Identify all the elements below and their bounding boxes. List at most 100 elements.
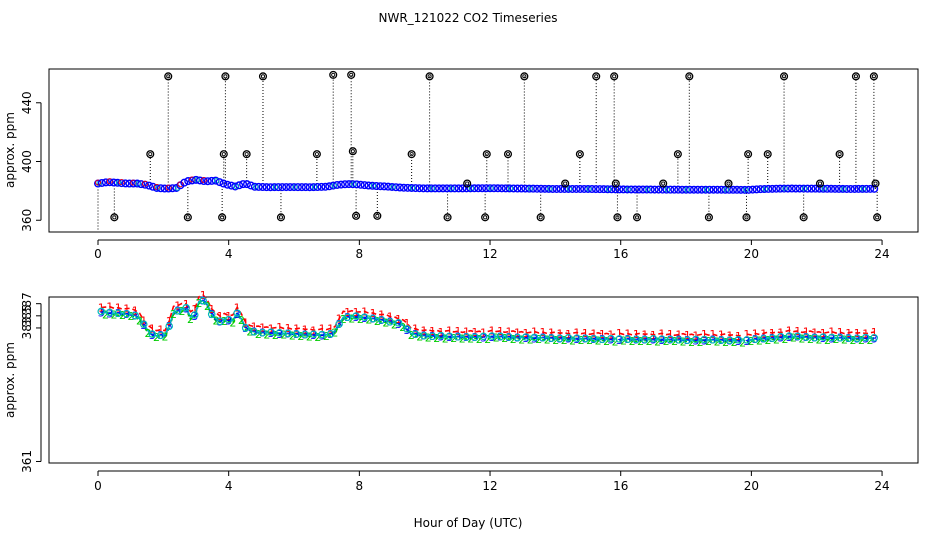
series-point-1: 1 [106, 301, 113, 314]
baseline-point [380, 182, 389, 191]
bottom-x-tick-label: 16 [613, 479, 628, 493]
baseline-point [713, 185, 722, 194]
series-point-1: 1 [828, 326, 835, 339]
series-point-1: 1 [871, 326, 878, 339]
series-point-2: 2 [374, 315, 381, 328]
series-point-2: 2 [629, 335, 636, 348]
series-point-o [760, 334, 768, 343]
series-point-3: 3 [446, 331, 453, 344]
series-point-o [165, 322, 174, 330]
baseline-point [729, 185, 738, 194]
series-point-2: 2 [654, 336, 661, 349]
series-point-1: 1 [803, 326, 810, 339]
baseline-point [376, 182, 385, 191]
series-point-2: 2 [280, 329, 287, 342]
series-point-1: 1 [794, 325, 801, 338]
spike-point [685, 72, 694, 81]
series-point-o [394, 319, 403, 327]
spike-point [329, 70, 338, 79]
spike-point-inner [875, 215, 880, 220]
series-point-2: 2 [127, 310, 134, 323]
series-point-o [547, 334, 556, 342]
series-point-2: 2 [204, 300, 211, 313]
series-point-2: 2 [102, 309, 109, 322]
spike-point [312, 150, 321, 159]
series-point-o [700, 335, 709, 344]
series-point-o [233, 309, 241, 317]
series-point-3: 3 [412, 328, 419, 341]
series-point-o [182, 304, 191, 312]
baseline-point [870, 184, 879, 193]
series-point-o [156, 331, 165, 340]
baseline-point [109, 178, 118, 187]
baseline-point [560, 184, 569, 193]
spike-point-inner [220, 215, 225, 220]
series-point-3: 3 [251, 326, 258, 339]
spike-point-inner [871, 74, 876, 79]
series-point-3: 3 [480, 331, 487, 344]
spike-point [258, 72, 268, 81]
series-point-o [513, 333, 522, 342]
series-point-2: 2 [212, 315, 219, 328]
top-y-axis: 360 400 440 [20, 91, 42, 232]
baseline-point [533, 184, 542, 193]
series-point-3: 3 [624, 333, 631, 346]
series-point-2: 2 [841, 333, 848, 346]
series-point-1: 1 [726, 329, 733, 342]
spike-point [347, 70, 356, 79]
series-point-3: 3 [616, 334, 623, 347]
baseline-point [160, 184, 169, 193]
bottom-y-tick-label: 387 [20, 292, 34, 315]
spike-point-inner [445, 215, 450, 220]
baseline-point [803, 184, 812, 193]
series-point-1: 1 [157, 324, 164, 337]
series-point-1: 1 [658, 327, 665, 340]
spike-point [673, 150, 682, 159]
baseline-point [748, 185, 757, 194]
series-point-o [335, 320, 343, 328]
baseline-point [615, 185, 624, 194]
spike-point [869, 72, 878, 81]
baseline-point [768, 184, 777, 193]
series-point-o [377, 316, 386, 324]
series-point-3: 3 [582, 332, 589, 345]
baseline-point [654, 185, 663, 194]
top-x-tick-label: 0 [94, 247, 102, 261]
top-x-tick-label: 16 [613, 247, 628, 261]
series-point-2: 2 [306, 330, 313, 343]
series-point-1: 1 [361, 305, 368, 318]
baseline-point [395, 183, 404, 192]
baseline-point [854, 184, 863, 193]
top-plot-frame [48, 68, 919, 233]
baseline-point [313, 183, 322, 192]
series-point-3: 3 [319, 329, 326, 342]
top-x-tick-label: 8 [356, 247, 364, 261]
spike-point [463, 179, 472, 188]
series-point-1: 1 [743, 328, 750, 341]
baseline-point [650, 185, 659, 194]
series-point-1: 1 [505, 326, 512, 339]
baseline-point [595, 185, 604, 194]
spike-point [613, 213, 622, 222]
series-point-o [267, 328, 275, 337]
series-point-2: 2 [187, 313, 194, 326]
baseline-point-red [153, 183, 160, 190]
series-point-2: 2 [195, 297, 202, 310]
bottom-x-axis: 0 4 8 12 16 20 24 [94, 470, 890, 493]
series-point-o [666, 335, 675, 344]
series-point-3: 3 [106, 307, 113, 320]
series-point-1: 1 [421, 324, 428, 337]
baseline-point [638, 185, 647, 194]
series-point-2: 2 [773, 333, 780, 346]
series-point-1: 1 [123, 303, 130, 316]
spike-point [873, 213, 882, 222]
series-point-o [207, 310, 216, 319]
baseline-point [144, 181, 153, 190]
series-line-o [101, 299, 484, 339]
spike-point-inner [782, 74, 787, 79]
spike-point-inner [260, 74, 266, 79]
series-point-o [590, 335, 598, 343]
baseline-point [670, 185, 679, 194]
